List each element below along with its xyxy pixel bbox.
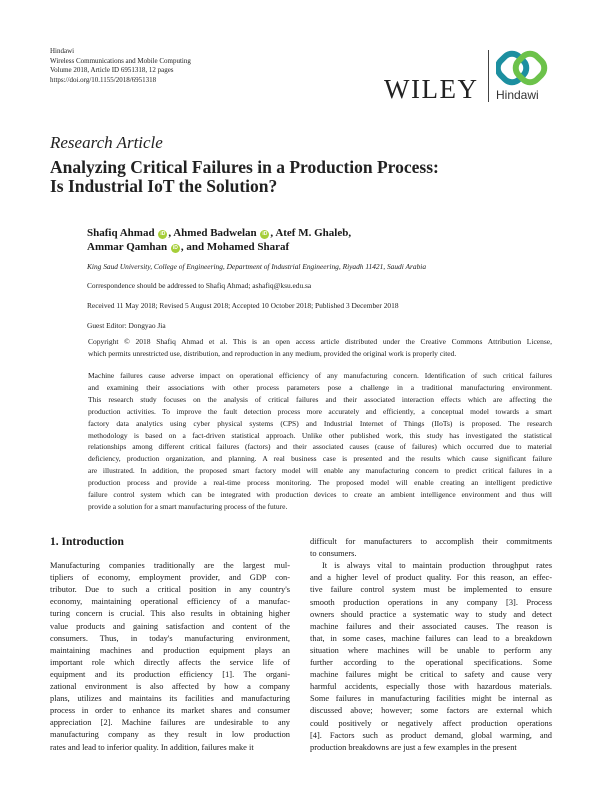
text-line: zational environment is also affected by… (50, 682, 290, 691)
author-name[interactable]: Atef M. Ghaleb (275, 227, 349, 239)
text-line: rates and lead to inferior quality. In a… (50, 742, 254, 752)
text-line: It is always vital to maintain productio… (322, 561, 552, 571)
text-line: manufacturing company as they result in … (50, 730, 290, 740)
text-line: machine failures might be critical to sa… (310, 670, 552, 680)
publisher-name: Hindawi (50, 47, 75, 55)
text-line: equipment and its production efficiency … (50, 669, 290, 679)
title-line: Analyzing Critical Failures in a Product… (50, 157, 439, 177)
text-line: are illustrated. In addition, the propos… (88, 466, 552, 476)
orcid-icon[interactable]: iD (158, 230, 168, 239)
text-line: Some failures in manufacturing facilitie… (310, 694, 552, 704)
text-line: Copyright © 2018 Shafiq Ahmad et al. Thi… (88, 337, 552, 346)
text-line: provide a solution for a smart manufactu… (88, 501, 288, 511)
text-line: process in order to enhance its market s… (50, 706, 290, 716)
article-type: Research Article (50, 133, 163, 152)
orcid-icon[interactable]: iD (260, 230, 270, 239)
section-heading-introduction: 1. Introduction (50, 536, 124, 548)
text-line: value products and gaining satisfaction … (50, 621, 290, 631)
title-line: Is Industrial IoT the Solution? (50, 176, 278, 196)
text-line: difficult for manufacturers to accomplis… (310, 537, 552, 546)
text-line: owners should practice a systematic way … (310, 609, 552, 619)
hindawi-logo-text: Hindawi (496, 88, 539, 102)
text-line: turing concern is crucial. This also res… (50, 609, 290, 619)
text-line: factory data analytics using cyber physi… (88, 418, 552, 428)
text-line: methodology is based on a fact-driven st… (88, 430, 552, 440)
text-line: maintaining machines and production equi… (50, 645, 290, 655)
text-line: could positively or negatively affect pr… (310, 718, 552, 728)
text-line: situation where machines will be unable … (310, 645, 552, 655)
text-line: consumers. Thus, in today's manufacturin… (50, 633, 290, 643)
text-line: which permits unrestricted use, distribu… (88, 349, 457, 358)
text-line: appreciation [2]. Machine failures are u… (50, 718, 290, 728)
text-line: production process and provide a real-ti… (88, 478, 552, 488)
text-line: and examining their associations with ot… (88, 382, 552, 392)
author-name[interactable]: Mohamed Sharaf (206, 241, 290, 253)
text-line: relationships among different critical f… (88, 442, 552, 452)
wiley-logo: WILEY (384, 74, 479, 104)
text-line: deficiency, production organization, and… (88, 454, 552, 464)
hindawi-logo-icon (496, 50, 548, 86)
text-line: This research study focuses on the analy… (88, 394, 552, 404)
doi-link[interactable]: https://doi.org/10.1155/2018/6951318 (50, 75, 157, 84)
text-line: and a higher level of product quality. F… (310, 573, 552, 583)
text-line: tributor. Due to such a critical positio… (50, 585, 290, 595)
text-line: that, in some cases, machine failures ca… (310, 633, 552, 643)
author-name[interactable]: Shafiq Ahmad (87, 227, 155, 239)
text-line: Machine failures cause adverse impact on… (88, 371, 552, 380)
separator: , and (180, 241, 207, 253)
journal-name: Wireless Communications and Mobile Compu… (50, 56, 191, 65)
text-line: to consumers. (310, 549, 357, 559)
text-line: important role which directly affects th… (50, 657, 290, 667)
volume-info: Volume 2018, Article ID 6951318, 12 page… (50, 66, 174, 75)
text-line: tive failure control system must be impl… (310, 585, 552, 595)
text-line: machine failures and their associated ca… (310, 621, 552, 631)
article-title: Analyzing Critical Failures in a Product… (50, 158, 439, 196)
journal-header: Hindawi Wireless Communications and Mobi… (50, 47, 191, 85)
text-line: discussed above; however; some factors a… (310, 706, 552, 716)
text-line: production breakdowns are just a few exa… (310, 742, 517, 752)
publication-dates: Received 11 May 2018; Revised 5 August 2… (87, 301, 399, 310)
text-line: smooth production operations in any comp… (310, 597, 552, 607)
text-line: harmful accidents, especially those with… (310, 682, 552, 692)
text-line: economy, maintaining operational efficie… (50, 597, 290, 607)
separator: , (168, 227, 174, 239)
text-line: failure control system which can be inte… (88, 490, 552, 499)
guest-editor: Guest Editor: Dongyao Jia (87, 321, 166, 330)
correspondence: Correspondence should be addressed to Sh… (87, 281, 312, 290)
logo-divider (488, 50, 489, 102)
affiliation: King Saud University, College of Enginee… (87, 262, 427, 271)
text-line: tipliers of economy, employment provider… (50, 573, 290, 583)
text-line: further according to the operational spe… (310, 658, 552, 667)
text-line: Manufacturing companies traditionally ar… (50, 561, 290, 570)
text-line: [4]. Factors such as product demand, glo… (310, 730, 552, 740)
separator: , (270, 227, 276, 239)
author-list: Shafiq Ahmad iD, Ahmed Badwelan iD, Atef… (87, 227, 352, 253)
text-line: production activities. To improve the fa… (88, 406, 552, 416)
author-name[interactable]: Ahmed Badwelan (173, 227, 257, 239)
orcid-icon[interactable]: iD (170, 244, 180, 253)
author-name[interactable]: Ammar Qamhan (87, 241, 168, 253)
text-line: plans, utilizes and maintains its facili… (50, 694, 290, 704)
